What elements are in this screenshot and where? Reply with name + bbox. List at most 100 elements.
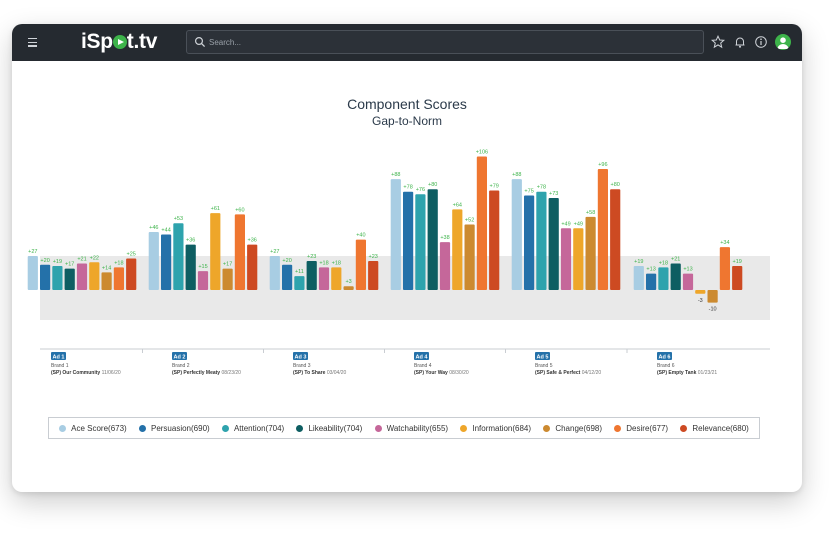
bar — [403, 191, 414, 290]
data-label: +78 — [403, 185, 412, 191]
spot-title: (SP) Our Community — [51, 370, 102, 376]
bar — [548, 198, 559, 290]
data-label: +78 — [537, 185, 546, 191]
data-label: +14 — [102, 265, 111, 271]
data-label: +58 — [586, 210, 595, 216]
data-label: +53 — [174, 216, 183, 222]
data-label: +80 — [428, 182, 437, 188]
data-label: +76 — [416, 187, 425, 193]
spot-date: 11/06/20 — [102, 370, 121, 376]
legend-item[interactable]: Watchability(655) — [374, 424, 448, 433]
data-label: +18 — [114, 260, 123, 266]
legend-item[interactable]: Likeability(704) — [296, 424, 362, 433]
legend-swatch — [374, 424, 382, 432]
play-logo-icon — [112, 35, 127, 49]
bar — [318, 267, 330, 290]
legend-item[interactable]: Attention(704) — [221, 423, 285, 433]
legend-item[interactable]: Desire(677) — [614, 424, 668, 433]
ispot-logo[interactable]: iSp t.tv — [81, 30, 158, 53]
ad-tag-label: Ad 4 — [416, 354, 429, 360]
data-label: +27 — [28, 249, 37, 255]
bar — [331, 267, 342, 290]
brand-label: Brand 2 — [172, 363, 190, 369]
data-label: +20 — [40, 258, 49, 264]
search-input[interactable] — [209, 33, 689, 51]
data-label: +23 — [307, 254, 316, 260]
data-label: +80 — [611, 182, 620, 188]
legend-label: Persuasion(690) — [150, 423, 210, 433]
data-label: +20 — [282, 258, 291, 264]
ad-tag-label: Ad 1 — [53, 354, 65, 360]
search-icon — [194, 36, 206, 48]
bar — [89, 262, 100, 290]
legend-label: Likeability(704) — [308, 423, 363, 433]
spot-date: 03/04/20 — [327, 370, 347, 376]
data-label: +36 — [248, 238, 257, 244]
data-label: +52 — [465, 217, 474, 223]
bar — [148, 232, 159, 290]
data-label: +60 — [235, 207, 244, 213]
spot-label: (SP) Safe & Perfect 04/12/20 — [535, 370, 601, 376]
data-label: +64 — [453, 202, 462, 208]
legend-item[interactable]: Information(684) — [460, 424, 531, 433]
legend-item[interactable]: Relevance(680) — [680, 424, 749, 433]
bar — [40, 264, 51, 290]
legend-item[interactable]: Change(698) — [543, 424, 602, 433]
data-label: +3 — [345, 279, 351, 285]
data-label: +106 — [476, 149, 488, 155]
legend-label: Attention(704) — [233, 423, 285, 433]
data-label: +23 — [369, 254, 378, 260]
data-label: +27 — [270, 249, 279, 255]
info-icon[interactable] — [754, 35, 768, 49]
legend-label: Information(684) — [472, 423, 532, 433]
data-label: +34 — [720, 240, 729, 246]
legend-swatch — [614, 424, 622, 432]
legend-swatch — [680, 424, 688, 432]
bar — [368, 261, 379, 290]
chart-subtitle: Gap-to-Norm — [371, 114, 442, 128]
bar — [355, 239, 366, 290]
bar — [269, 255, 280, 290]
ad-tag-badge — [51, 352, 66, 360]
bar — [343, 286, 354, 290]
spot-date: 08/30/20 — [449, 370, 469, 376]
ad-tag-badge — [293, 352, 308, 360]
legend-item[interactable]: Ace Score(673) — [59, 424, 127, 433]
bar — [695, 290, 706, 294]
spot-date: 01/23/21 — [698, 370, 718, 376]
bar — [682, 273, 694, 290]
bar — [294, 276, 305, 290]
ad-tag-badge — [414, 352, 429, 360]
data-label: +96 — [598, 162, 607, 168]
legend-swatch — [543, 424, 551, 432]
legend-swatch — [460, 424, 468, 432]
chart-title: Component Scores — [347, 96, 467, 112]
brand-label: Brand 1 — [51, 363, 69, 369]
bar — [161, 234, 172, 290]
star-icon[interactable] — [711, 35, 725, 49]
bar — [282, 264, 293, 290]
chart-legend: Ace Score(673) Persuasion(690) Attention(7… — [48, 417, 760, 439]
bar — [511, 179, 522, 290]
data-label: +17 — [65, 262, 74, 268]
bar — [247, 244, 258, 290]
data-label: +17 — [223, 262, 232, 268]
legend-swatch — [296, 424, 304, 432]
bar — [585, 216, 596, 290]
bar — [113, 267, 124, 290]
bar — [185, 244, 196, 290]
spot-label: (SP) To Share 03/04/20 — [293, 370, 346, 376]
menu-icon[interactable] — [28, 38, 37, 47]
brand-label: Brand 4 — [414, 363, 432, 369]
bell-icon[interactable] — [733, 35, 747, 49]
spot-label: (SP) Your Way 08/30/20 — [414, 370, 469, 376]
brand-label: Brand 5 — [535, 363, 553, 369]
legend-item[interactable]: Persuasion(690) — [138, 423, 210, 433]
search-box[interactable] — [186, 30, 704, 54]
user-avatar-icon[interactable] — [775, 34, 791, 50]
spot-title: (SP) Perfectly Meaty — [172, 370, 221, 376]
bar — [732, 266, 743, 290]
bar — [707, 290, 718, 303]
data-label: +21 — [671, 257, 680, 263]
bar — [234, 214, 245, 290]
